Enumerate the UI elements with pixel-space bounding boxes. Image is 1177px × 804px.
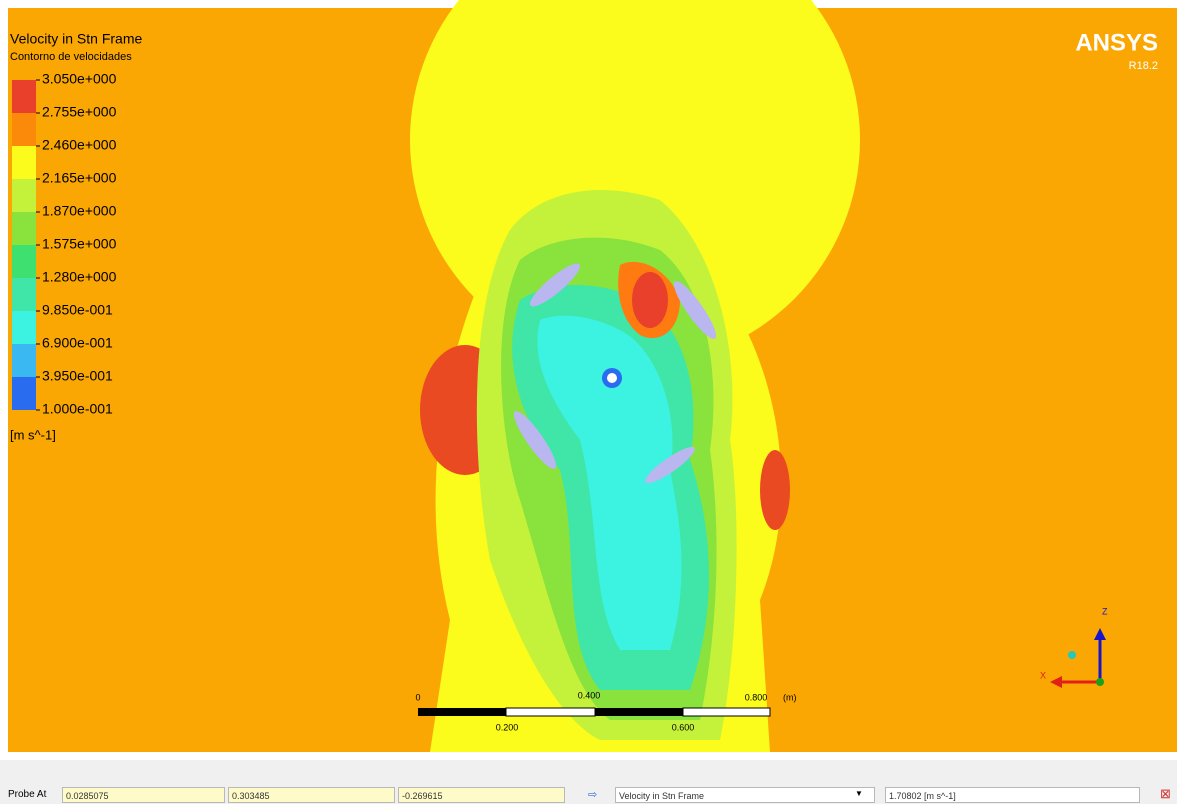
axis-y bbox=[1096, 678, 1104, 686]
legend-label: 2.165e+000 bbox=[42, 170, 117, 186]
scale-label: 0.800 bbox=[745, 692, 768, 702]
legend-label: 6.900e-001 bbox=[42, 335, 113, 351]
probe-x[interactable]: 0.0285075 bbox=[62, 787, 225, 803]
legend-label: 3.050e+000 bbox=[42, 71, 117, 87]
probe-value: 1.70802 [m s^-1] bbox=[885, 787, 1140, 803]
legend-label: 1.575e+000 bbox=[42, 236, 117, 252]
hub-center bbox=[607, 373, 617, 383]
viewport: 0 0.400 0.800 (m) 0.200 0.600 Z X ANSYS … bbox=[8, 0, 1177, 752]
legend-subtitle: Contorno de velocidades bbox=[10, 51, 132, 63]
legend-label: 2.755e+000 bbox=[42, 104, 117, 120]
axis-label: Z bbox=[1102, 606, 1108, 616]
legend-band bbox=[12, 245, 36, 278]
legend-label: 9.850e-001 bbox=[42, 302, 113, 318]
legend-label: 2.460e+000 bbox=[42, 137, 117, 153]
scale-segment bbox=[418, 708, 506, 716]
blade bbox=[645, 446, 695, 484]
probe-y[interactable]: 0.303485 bbox=[228, 787, 395, 803]
axis-dot bbox=[1068, 651, 1076, 659]
contour-red bbox=[760, 450, 790, 530]
blade bbox=[673, 280, 717, 340]
scale-segment bbox=[505, 707, 596, 717]
legend-label: 1.870e+000 bbox=[42, 203, 117, 219]
scale-label: 0.600 bbox=[672, 722, 695, 732]
legend-band bbox=[12, 212, 36, 245]
legend-label: 1.280e+000 bbox=[42, 269, 117, 285]
scale-segment bbox=[682, 707, 771, 717]
scale-label: 0.200 bbox=[496, 722, 519, 732]
blade bbox=[529, 263, 581, 307]
scale-segment bbox=[595, 708, 683, 716]
probe-label: Probe At bbox=[8, 789, 47, 800]
contour-red bbox=[632, 272, 668, 328]
probe-button[interactable]: ⇨ bbox=[588, 789, 598, 801]
probe-bar: Probe At 0.0285075 0.303485 -0.269615 ⇨ … bbox=[0, 760, 1177, 804]
axis-z-head bbox=[1094, 628, 1106, 640]
scale-label: 0.400 bbox=[578, 690, 601, 700]
scale-label: 0 bbox=[415, 692, 420, 702]
logo-version: R18.2 bbox=[1129, 60, 1158, 72]
contour-cyan bbox=[537, 315, 682, 650]
legend-band bbox=[12, 377, 36, 410]
scale-unit: (m) bbox=[783, 692, 797, 702]
legend-title: Velocity in Stn Frame bbox=[10, 31, 142, 47]
probe-z[interactable]: -0.269615 bbox=[398, 787, 565, 803]
legend-band bbox=[12, 311, 36, 344]
legend-band bbox=[12, 278, 36, 311]
close-button[interactable]: ⊠ bbox=[1160, 786, 1171, 801]
axis-label: X bbox=[1040, 670, 1046, 680]
dropdown-arrow[interactable]: ▼ bbox=[855, 789, 863, 798]
legend-label: 3.950e-001 bbox=[42, 368, 113, 384]
legend-band bbox=[12, 146, 36, 179]
legend-label: 1.000e-001 bbox=[42, 401, 113, 417]
legend-band bbox=[12, 80, 36, 113]
legend-unit: [m s^-1] bbox=[10, 427, 56, 442]
legend: 3.050e+000 2.755e+000 2.460e+000 2.165e+000… bbox=[12, 71, 117, 417]
legend-band bbox=[12, 179, 36, 212]
logo: ANSYS bbox=[1075, 29, 1158, 56]
legend-band bbox=[12, 344, 36, 377]
legend-band bbox=[12, 113, 36, 146]
variable-dropdown[interactable]: Velocity in Stn Frame bbox=[615, 787, 875, 803]
blade bbox=[513, 410, 557, 470]
axis-x-head bbox=[1050, 676, 1062, 688]
